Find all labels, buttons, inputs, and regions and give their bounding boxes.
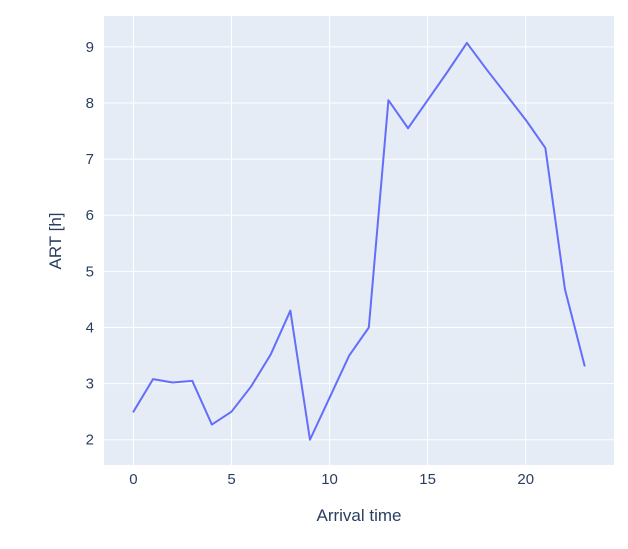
y-tick-label: 6 bbox=[86, 207, 94, 224]
x-tick-label: 15 bbox=[419, 471, 436, 488]
y-tick-labels: 2 3 4 5 6 7 8 9 bbox=[86, 39, 94, 449]
plot-area bbox=[104, 16, 614, 465]
series-line bbox=[132, 41, 586, 441]
series-layer bbox=[132, 41, 586, 441]
y-axis-title: ART [h] bbox=[46, 212, 65, 269]
x-tick-label: 10 bbox=[321, 471, 338, 488]
y-tick-label: 8 bbox=[86, 95, 94, 112]
x-tick-label: 5 bbox=[227, 471, 235, 488]
x-tick-label: 0 bbox=[129, 471, 137, 488]
y-tick-label: 4 bbox=[86, 319, 94, 336]
y-gridlines bbox=[104, 46, 614, 441]
y-tick-label: 9 bbox=[86, 39, 94, 56]
y-tick-label: 7 bbox=[86, 151, 94, 168]
y-tick-label: 2 bbox=[86, 432, 94, 449]
x-axis-title: Arrival time bbox=[316, 506, 401, 525]
x-gridlines bbox=[132, 16, 527, 465]
x-tick-labels: 0 5 10 15 20 bbox=[129, 471, 534, 488]
x-tick-label: 20 bbox=[517, 471, 534, 488]
y-tick-label: 3 bbox=[86, 376, 94, 393]
y-tick-label: 5 bbox=[86, 263, 94, 280]
